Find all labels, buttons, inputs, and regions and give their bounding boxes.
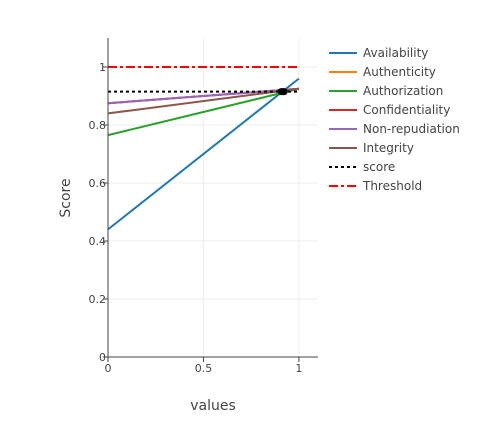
series-line-non-repudiation bbox=[107, 87, 299, 105]
legend-label: Threshold bbox=[362, 179, 422, 193]
score-marker bbox=[277, 88, 288, 96]
legend-item-authorization[interactable]: Authorization bbox=[329, 84, 443, 98]
y-tick-label: 0.6 bbox=[89, 177, 107, 190]
legend-item-score[interactable]: score bbox=[329, 160, 395, 174]
series-line-integrity bbox=[107, 87, 300, 115]
legend-item-confidentiality[interactable]: Confidentiality bbox=[329, 103, 450, 117]
legend-item-non-repudiation[interactable]: Non-repudiation bbox=[329, 122, 460, 136]
legend-item-authenticity[interactable]: Authenticity bbox=[329, 65, 436, 79]
x-tick-label: 0 bbox=[105, 362, 112, 375]
legend: Availability Authenticity Authorization Con… bbox=[329, 46, 460, 193]
legend-item-threshold[interactable]: Threshold bbox=[329, 179, 422, 193]
ticks: 0 0.2 0.4 0.6 0.8 1 0 0.5 1 bbox=[89, 61, 303, 375]
series-line-availability bbox=[107, 77, 300, 231]
y-tick-label: 0 bbox=[99, 351, 106, 364]
y-tick-label: 0.8 bbox=[89, 119, 107, 132]
series-line-authorization bbox=[107, 87, 300, 137]
legend-label: score bbox=[363, 160, 395, 174]
legend-label: Integrity bbox=[363, 141, 414, 155]
y-axis-title: Score bbox=[58, 178, 74, 217]
legend-label: Confidentiality bbox=[363, 103, 450, 117]
y-tick-label: 0.4 bbox=[89, 235, 107, 248]
series-layer bbox=[107, 66, 300, 231]
legend-item-integrity[interactable]: Integrity bbox=[329, 141, 414, 155]
legend-label: Non-repudiation bbox=[363, 122, 460, 136]
y-tick-label: 0.2 bbox=[89, 293, 107, 306]
y-tick-label: 1 bbox=[99, 61, 106, 74]
axes bbox=[107, 38, 318, 358]
legend-label: Authenticity bbox=[363, 65, 436, 79]
legend-item-availability[interactable]: Availability bbox=[329, 46, 428, 60]
legend-label: Authorization bbox=[363, 84, 443, 98]
grid bbox=[107, 38, 318, 358]
x-axis-title: values bbox=[190, 398, 236, 414]
x-tick-label: 0.5 bbox=[195, 362, 213, 375]
x-tick-label: 1 bbox=[295, 362, 302, 375]
legend-label: Availability bbox=[363, 46, 428, 60]
